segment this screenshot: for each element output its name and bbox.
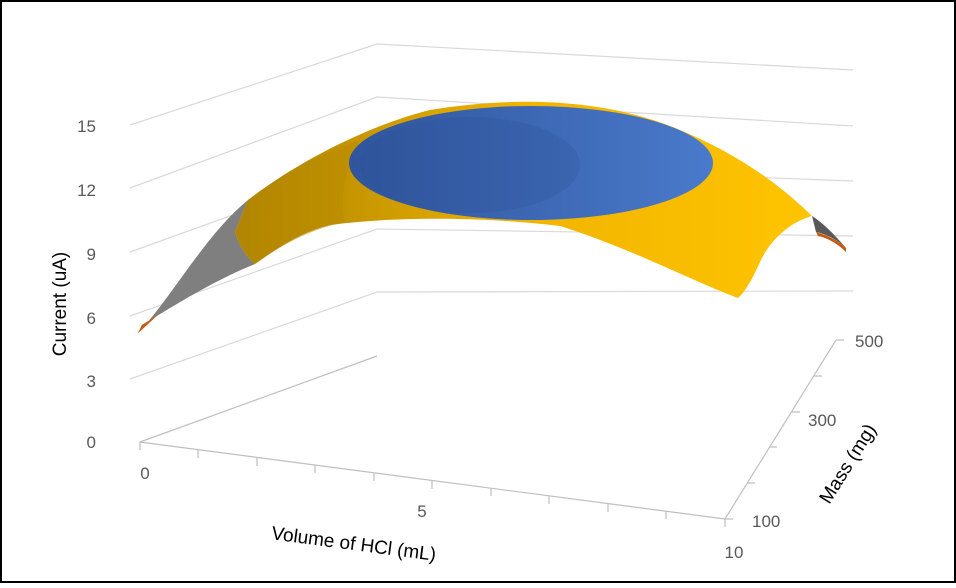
- gridline-15: [129, 43, 854, 126]
- surface-band-3-6-right: [816, 232, 846, 252]
- floor-left-edge: [139, 355, 378, 443]
- z-tick-label: 9: [87, 245, 96, 264]
- y-tick-label: 500: [855, 332, 883, 351]
- y-tick-label: 300: [808, 411, 836, 430]
- z-tick-label: 15: [77, 117, 96, 136]
- x-axis-ticks: [139, 442, 726, 527]
- z-tick-label: 6: [87, 309, 96, 328]
- y-axis-line: [724, 339, 837, 520]
- x-tick-label: 5: [417, 502, 426, 521]
- base-axes: [139, 339, 837, 520]
- surface-band-12-15-shading: [360, 117, 580, 213]
- z-tick-labels: 15 12 9 6 3 0: [77, 117, 96, 452]
- y-tick-labels: 100 300 500: [752, 332, 883, 531]
- surface-band-6-9-left: [138, 200, 255, 333]
- gridline-3: [129, 290, 854, 380]
- gridline-12: [129, 96, 854, 189]
- z-tick-label: 0: [87, 433, 96, 452]
- surface-band-3-6-left: [138, 313, 160, 333]
- z-gridlines: [129, 43, 854, 380]
- y-tick-label: 100: [752, 512, 780, 531]
- surface-shading: [235, 140, 360, 264]
- y-axis-ticks: [725, 339, 844, 520]
- x-tick-labels: 0 5 10: [140, 464, 743, 562]
- surface-band-6-9-right: [812, 216, 846, 248]
- z-axis-title: Current (uA): [50, 252, 71, 357]
- z-tick-label: 12: [77, 181, 96, 200]
- surface: [138, 101, 846, 333]
- x-tick-label: 10: [725, 543, 744, 562]
- x-axis-line: [139, 441, 726, 520]
- x-tick-label: 0: [140, 464, 149, 483]
- surface-band-12-15: [349, 106, 713, 220]
- z-tick-label: 3: [87, 372, 96, 391]
